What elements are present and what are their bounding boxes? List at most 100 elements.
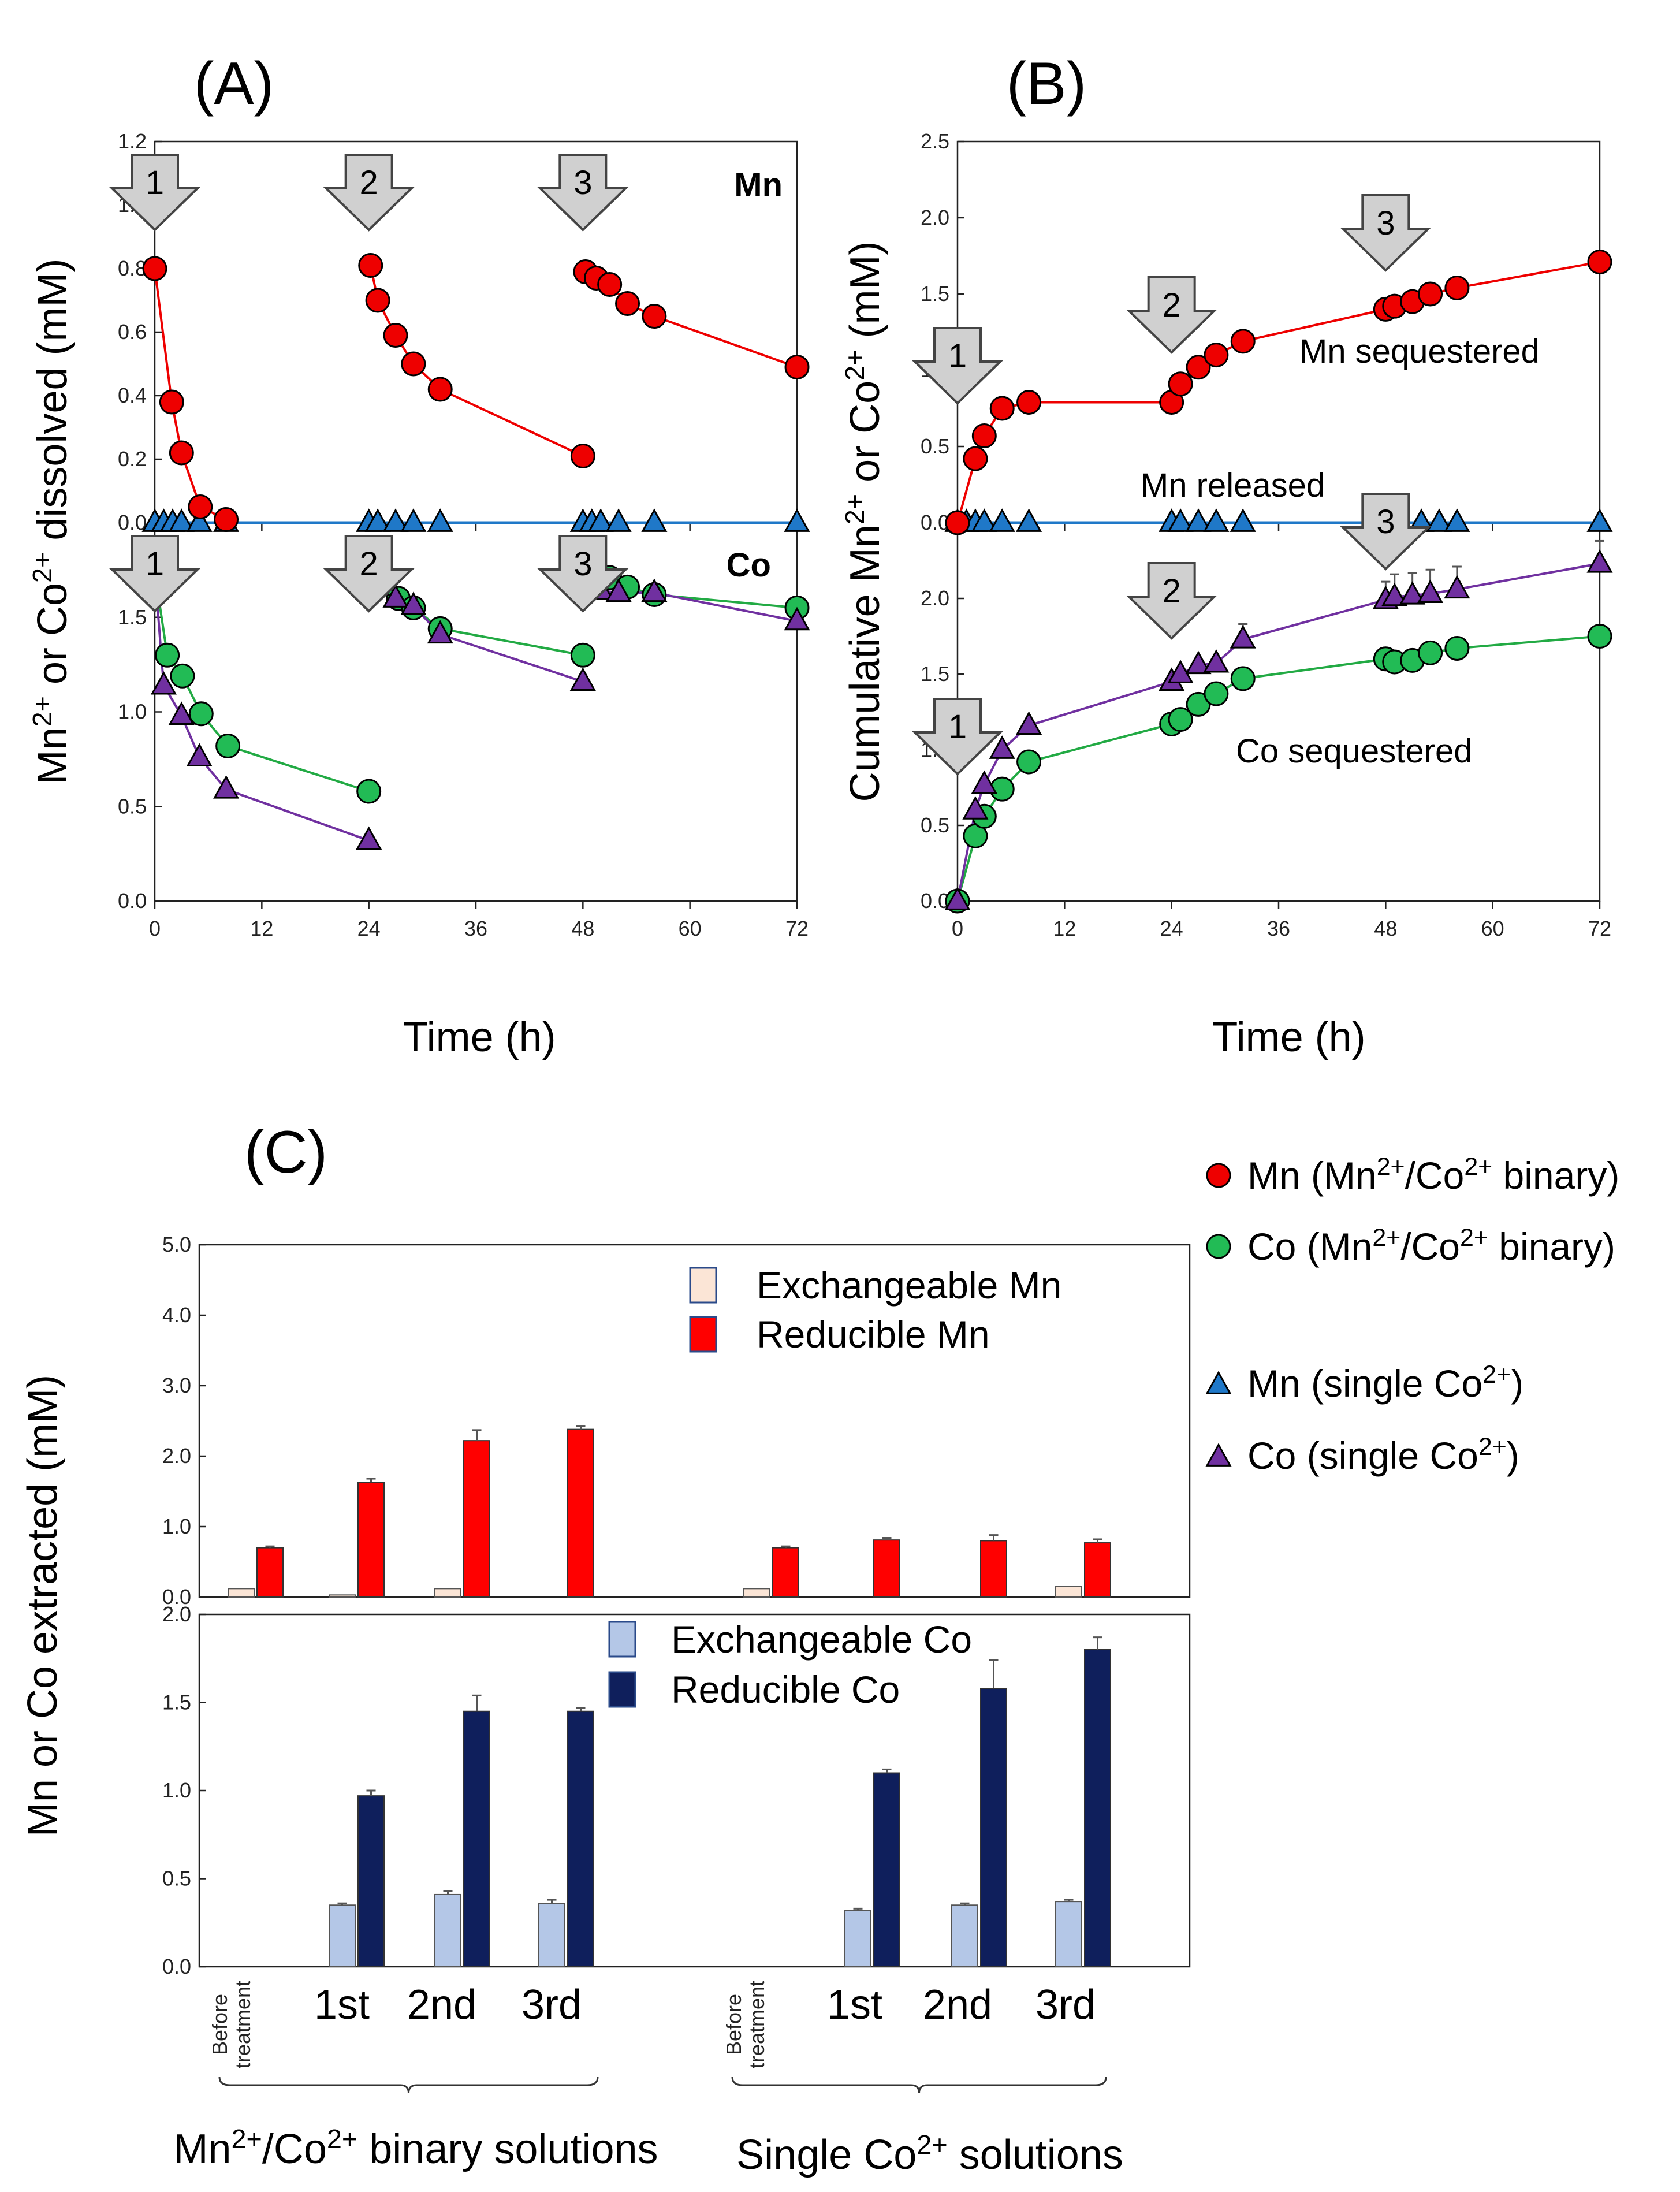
reducible-mn-bar [873, 1539, 900, 1598]
x-tick-label: 12 [250, 917, 273, 940]
mn-binary-point [142, 256, 167, 281]
label-text: binary solutions [357, 2126, 658, 2172]
co-single-point [605, 578, 632, 602]
x-tick-label: 60 [679, 917, 702, 940]
exchangeable-co-bar [329, 1904, 356, 1967]
panel-c-y-axis-label: Mn or Co extracted (mM) [20, 1375, 66, 1837]
co-single-point [641, 578, 668, 602]
label-text: Mn [173, 2126, 231, 2172]
y-tick-label: 2.5 [921, 129, 949, 153]
mn-released-point [1586, 508, 1613, 532]
legend-label-exchangeable-co: Exchangeable Co [671, 1618, 972, 1661]
panel-b-x-axis-label: Time (h) [1212, 1014, 1365, 1060]
co-single-point [400, 591, 427, 615]
exchangeable-co-bar [844, 1910, 871, 1967]
mn-single-point [186, 508, 213, 532]
x-tick-label: 48 [1374, 917, 1397, 940]
superscript-text: 2+ [1482, 1361, 1511, 1389]
mn-binary-point [188, 494, 213, 519]
arrow-b-bottom-2 [1126, 562, 1217, 640]
arrow-b-top-2 [1126, 276, 1217, 354]
co-binary-point [215, 733, 241, 758]
label-text: /Co [262, 2126, 327, 2172]
chart-layer: 0.00.20.40.60.81.01.20.00.51.01.50122436… [20, 50, 1619, 2178]
co-sequestered-single-point [1586, 549, 1613, 573]
legend-label-co-binary: Co (Mn2+/Co2+ binary) [1247, 1224, 1615, 1268]
arrow-b-bottom-3 [1340, 493, 1432, 571]
legend-marker-co-binary [1206, 1234, 1231, 1259]
mn-binary-point [615, 291, 640, 316]
arrow-b-top-1-number: 1 [948, 337, 967, 375]
mn-sequestered-point [945, 510, 970, 535]
co-single-point [382, 584, 409, 608]
co-sequestered-single-point [1185, 650, 1212, 675]
category-before-1: Before [722, 1994, 746, 2055]
legend-swatch-reducible-mn [689, 1316, 717, 1353]
arrow-b-top-3 [1340, 194, 1432, 272]
mn-released-label: Mn released [1141, 467, 1325, 504]
arrow-a-bottom-1-number: 1 [146, 545, 164, 583]
mn-binary-point [784, 355, 810, 379]
arrow-a-top-3 [537, 154, 629, 232]
reducible-co-bar [980, 1688, 1007, 1968]
y-tick-label: 0.0 [162, 1955, 191, 1978]
reducible-co-bar [463, 1710, 490, 1967]
y-tick-label: 0.6 [118, 320, 147, 344]
superscript-text: 2+ [231, 2124, 262, 2154]
arrow-a-top-2 [323, 154, 415, 232]
x-tick-label: 48 [571, 917, 594, 940]
plot-frame [154, 522, 798, 902]
co-sequestered-single-point [1203, 649, 1230, 673]
y-tick-label: 0.5 [921, 813, 949, 837]
panel-a-y-axis-label: Mn2+ or Co2+ dissolved (mM) [27, 259, 76, 785]
y-tick-label: 1.5 [921, 282, 949, 306]
mn-released-point [1167, 508, 1194, 532]
reducible-mn-bar [567, 1428, 594, 1598]
co-binary-point [570, 642, 595, 668]
superscript-text: 2+ [840, 494, 870, 524]
y-tick-label: 0.0 [921, 889, 949, 913]
arrow-a-bottom-2 [323, 535, 415, 613]
panel-a-x-axis-label: Time (h) [403, 1014, 556, 1060]
y-tick-label: 0.4 [118, 384, 147, 407]
panel-a-co-tag: Co [727, 546, 771, 584]
co-sequestered-binary-point [1418, 640, 1443, 665]
co-sequestered-single-point [1230, 625, 1256, 649]
exchangeable-mn-bar [228, 1588, 255, 1598]
co-single-point [213, 775, 240, 799]
mn-released-point [1203, 508, 1230, 532]
co-sequestered-binary-point [1230, 666, 1256, 691]
mn-sequestered-point [1230, 329, 1256, 354]
mn-single-point [784, 508, 810, 532]
mn-binary-point [159, 389, 184, 415]
label-text: dissolved (mM) [29, 259, 76, 552]
co-sequestered-single-point [1444, 575, 1470, 599]
co-single-point [784, 606, 810, 631]
panel-a-mn-tag: Mn [734, 166, 783, 204]
category-label: 3rd [521, 1982, 582, 2028]
co-sequestered-binary-point [1016, 749, 1042, 775]
co-binary-point [155, 642, 180, 668]
arrow-a-top-3-number: 3 [573, 164, 592, 202]
co-sequestered-binary-point [1168, 707, 1193, 732]
co-sequestered-single-line [956, 562, 1600, 902]
legend-marker-mn-single [1205, 1371, 1232, 1394]
label-text: Mn [29, 727, 76, 784]
co-sequestered-single-point [1381, 582, 1408, 606]
y-tick-label: 0.0 [118, 889, 147, 913]
legend-swatch-exchangeable-mn [689, 1267, 717, 1304]
exchangeable-co-bar [951, 1904, 978, 1967]
y-tick-label: 0.5 [162, 1867, 191, 1890]
mn-released-point [1016, 508, 1042, 532]
arrow-b-bottom-1 [912, 698, 1003, 776]
y-tick-label: 1.5 [162, 1691, 191, 1714]
panel-label-c: (C) [244, 1119, 327, 1186]
mn-released-point [1185, 508, 1212, 532]
category-label: 2nd [923, 1982, 992, 2028]
arrow-a-top-1 [109, 154, 200, 232]
legend-label-reducible-co: Reducible Co [671, 1668, 900, 1711]
exchangeable-mn-bar [329, 1594, 356, 1598]
exchangeable-co-bar [538, 1903, 565, 1967]
arrow-a-bottom-3 [537, 535, 629, 613]
